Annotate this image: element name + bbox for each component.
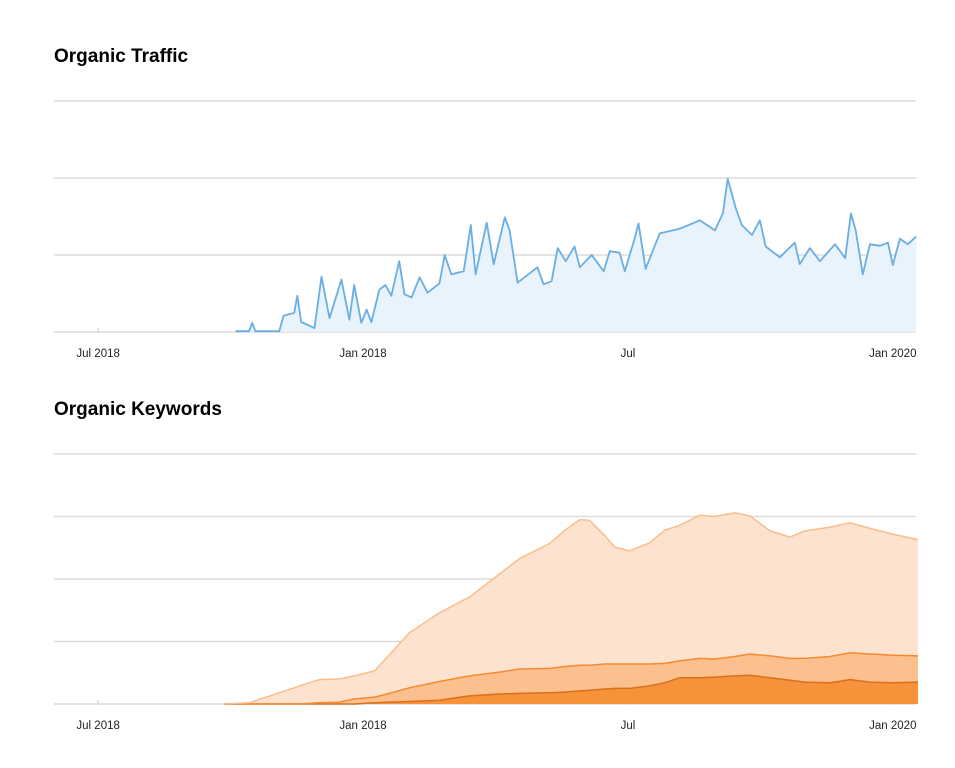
x-tick-label: Jan 2020	[869, 348, 916, 360]
x-tick-label: Jan 2018	[339, 720, 386, 732]
x-tick-label: Jul 2018	[76, 720, 119, 732]
chart-title: Organic Keywords	[54, 399, 222, 420]
chart-title: Organic Traffic	[54, 46, 189, 67]
x-tick-label: Jul	[621, 720, 636, 732]
area-band	[224, 675, 918, 704]
x-tick-label: Jan 2020	[869, 720, 916, 732]
area-edge	[224, 512, 919, 705]
area-band	[224, 512, 918, 704]
area-edge	[224, 652, 919, 705]
x-tick-label: Jan 2018	[339, 348, 386, 360]
area-edge	[224, 674, 919, 705]
x-tick-label: Jul	[621, 348, 636, 360]
line	[235, 177, 917, 333]
x-tick-label: Jul 2018	[76, 348, 119, 360]
